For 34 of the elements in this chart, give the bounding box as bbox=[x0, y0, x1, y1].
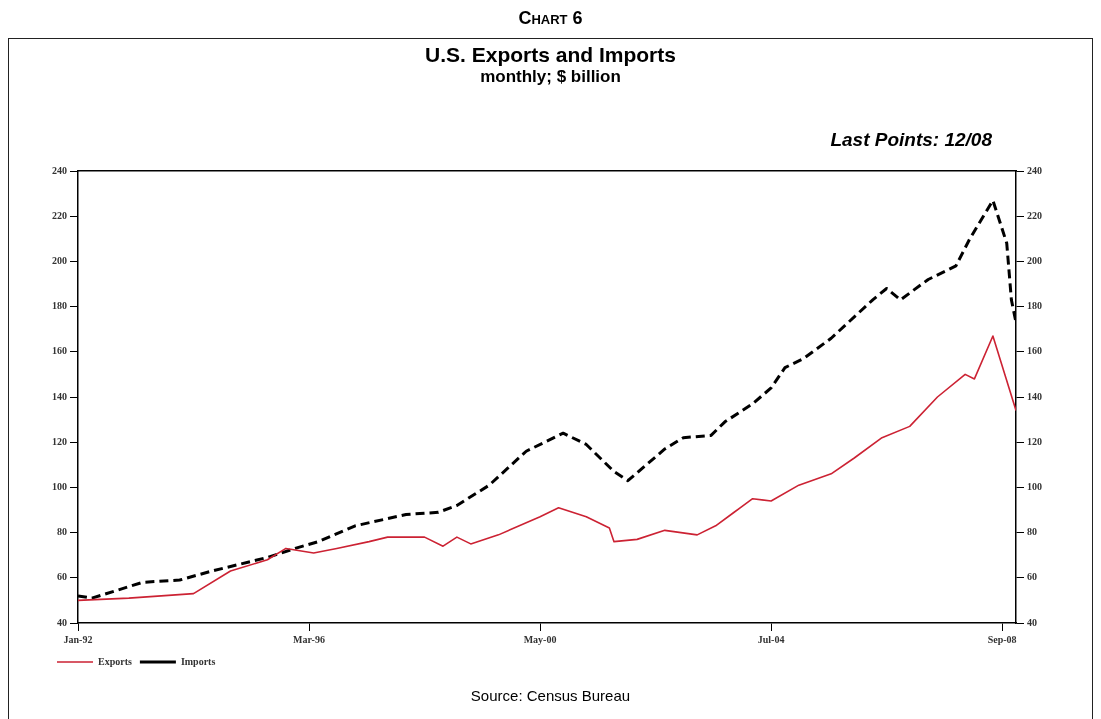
x-tick-label: Jul-04 bbox=[757, 633, 785, 645]
y-tick-label: 160 bbox=[52, 345, 67, 357]
x-tick-label: Mar-96 bbox=[293, 633, 325, 645]
y2-tick-label: 220 bbox=[1027, 209, 1042, 221]
x-tick-label: Sep-08 bbox=[987, 633, 1017, 645]
x-tick-label: Jan-92 bbox=[63, 633, 93, 645]
source-note: Source: Census Bureau bbox=[469, 687, 632, 704]
y-tick-label: 180 bbox=[52, 300, 67, 312]
legend-label: Imports bbox=[180, 655, 216, 667]
chart-subtitle: monthly; $ billion bbox=[479, 67, 622, 87]
y2-tick-label: 140 bbox=[1027, 390, 1042, 402]
y-tick-label: 80 bbox=[57, 526, 67, 538]
y2-tick-label: 80 bbox=[1027, 526, 1037, 538]
y-tick-label: 40 bbox=[57, 616, 67, 628]
y2-tick-label: 240 bbox=[1027, 164, 1042, 176]
y2-tick-label: 180 bbox=[1027, 300, 1042, 312]
legend-label: Exports bbox=[98, 655, 132, 667]
y-tick-label: 140 bbox=[52, 390, 67, 402]
chart-title: U.S. Exports and Imports bbox=[424, 43, 677, 67]
y2-tick-label: 120 bbox=[1027, 435, 1042, 447]
y2-tick-label: 40 bbox=[1027, 616, 1037, 628]
y-tick-label: 100 bbox=[52, 480, 67, 492]
y-tick-label: 240 bbox=[52, 164, 67, 176]
y2-tick-label: 60 bbox=[1027, 571, 1037, 583]
y-tick-label: 60 bbox=[57, 571, 67, 583]
text: Last Points: 12/08 bbox=[830, 129, 992, 151]
y2-tick-label: 100 bbox=[1027, 480, 1042, 492]
y-tick-label: 120 bbox=[52, 435, 67, 447]
y2-tick-label: 200 bbox=[1027, 254, 1042, 266]
y-tick-label: 220 bbox=[52, 209, 67, 221]
y2-tick-label: 160 bbox=[1027, 345, 1042, 357]
y-tick-label: 200 bbox=[52, 254, 67, 266]
caption: Chart 6 bbox=[517, 8, 584, 30]
x-tick-label: May-00 bbox=[523, 633, 557, 645]
